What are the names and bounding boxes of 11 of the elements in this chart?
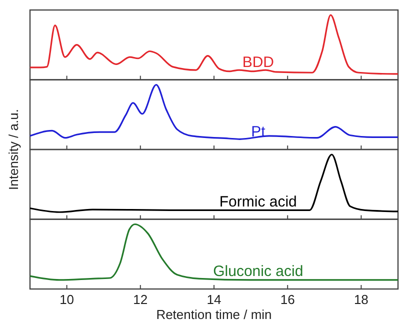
x-tick-label: 14 xyxy=(206,292,222,307)
x-tick-label: 10 xyxy=(60,292,74,307)
x-axis-title: Retention time / min xyxy=(156,307,272,322)
series-label: BDD xyxy=(242,54,274,71)
x-tick-label: 18 xyxy=(354,292,368,307)
y-axis-title: Intensity / a.u. xyxy=(6,109,21,190)
series-label: Formic acid xyxy=(219,193,297,210)
x-tick-label: 16 xyxy=(280,292,295,307)
x-tick-label: 12 xyxy=(133,292,148,307)
series-label: Gluconic acid xyxy=(213,263,304,280)
series-label: Pt xyxy=(251,124,266,140)
